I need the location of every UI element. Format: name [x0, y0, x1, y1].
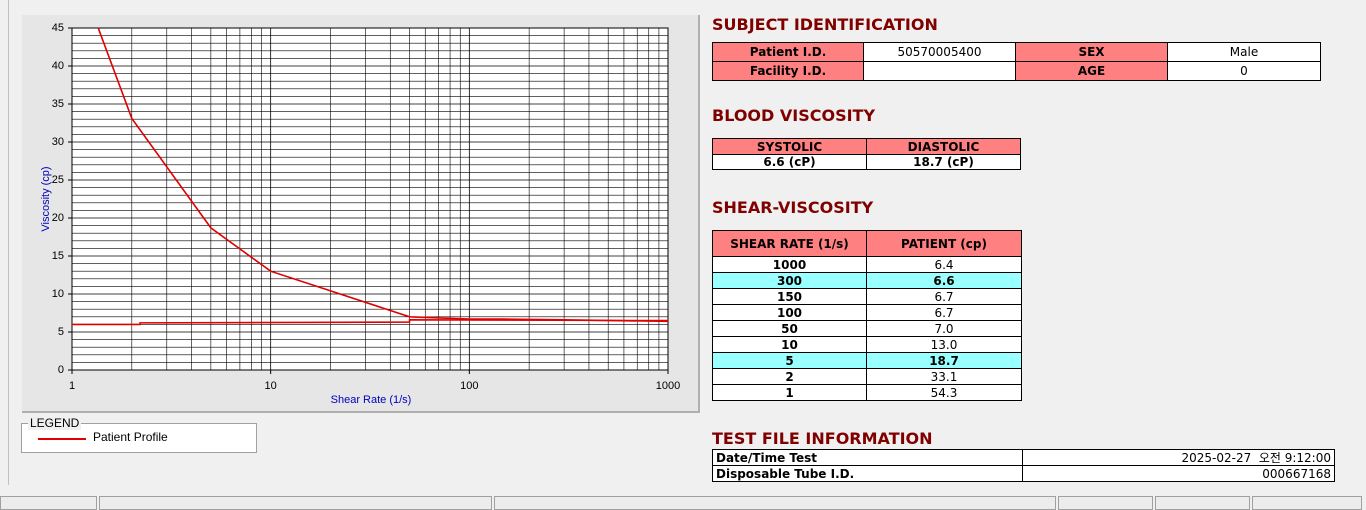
x-axis-label: Shear Rate (1/s) [331, 394, 412, 406]
sv-patient: 7.0 [866, 320, 1022, 337]
tf-label: Disposable Tube I.D. [712, 465, 1023, 482]
section-title: BLOOD VISCOSITY [712, 106, 876, 125]
sv-rate: 5 [712, 352, 867, 369]
sv-rate: 1 [712, 384, 867, 401]
sv-patient: 6.6 [866, 272, 1022, 289]
bv-header: DIASTOLIC [866, 138, 1021, 155]
y-tick-label: 30 [52, 136, 64, 148]
x-tick-label: 100 [460, 380, 478, 392]
sv-rate: 10 [712, 336, 867, 353]
plot-area [72, 28, 668, 370]
sv-patient: 6.4 [866, 256, 1022, 273]
y-tick-label: 20 [52, 212, 64, 224]
tf-value: 2025-02-27 오전 9:12:00 [1022, 449, 1335, 466]
plot-frame [71, 27, 669, 371]
section-title: SUBJECT IDENTIFICATION [712, 15, 938, 34]
sv-patient: 13.0 [866, 336, 1022, 353]
legend-line [38, 438, 86, 440]
id-label: Patient I.D. [712, 42, 864, 62]
sv-patient: 18.7 [866, 352, 1022, 369]
id-value: 0 [1167, 61, 1321, 81]
y-tick-label: 35 [52, 98, 64, 110]
bv-value: 6.6 (cP) [712, 154, 867, 170]
sv-rate: 50 [712, 320, 867, 337]
x-tick-label: 10 [265, 380, 277, 392]
section-title: TEST FILE INFORMATION [712, 429, 933, 448]
section-title: SHEAR-VISCOSITY [712, 198, 874, 217]
id-value: 50570005400 [863, 42, 1016, 62]
y-tick-label: 5 [58, 326, 64, 338]
divider [8, 0, 9, 485]
id-value: Male [1167, 42, 1321, 62]
id-label: SEX [1015, 42, 1168, 62]
y-tick-label: 10 [52, 288, 64, 300]
id-label: Facility I.D. [712, 61, 864, 81]
y-tick-label: 0 [58, 364, 64, 376]
tf-label: Date/Time Test [712, 449, 1023, 466]
bv-header: SYSTOLIC [712, 138, 867, 155]
sv-rate: 300 [712, 272, 867, 289]
tf-value: 000667168 [1022, 465, 1335, 482]
legend-title: LEGEND [28, 416, 82, 430]
sv-patient: 54.3 [866, 384, 1022, 401]
x-tick-label: 1000 [656, 380, 680, 392]
sv-rate: 150 [712, 288, 867, 305]
y-tick-label: 40 [52, 60, 64, 72]
id-label: AGE [1015, 61, 1168, 81]
sv-rate: 100 [712, 304, 867, 321]
id-value [863, 61, 1016, 81]
y-tick-label: 25 [52, 174, 64, 186]
x-tick-label: 1 [69, 380, 75, 392]
sv-header: PATIENT (cp) [866, 230, 1022, 257]
sv-patient: 6.7 [866, 304, 1022, 321]
bv-value: 18.7 (cP) [866, 154, 1021, 170]
series-line [72, 319, 668, 326]
sv-rate: 2 [712, 368, 867, 385]
sv-rate: 1000 [712, 256, 867, 273]
y-tick-label: 45 [52, 22, 64, 34]
legend-label: Patient Profile [93, 430, 168, 444]
chart: Shear Rate (1/s) Viscosity (cp) 0 5 10 15 20… [40, 22, 680, 406]
sv-header: SHEAR RATE (1/s) [712, 230, 867, 257]
y-axis-label: Viscosity (cp) [40, 166, 52, 231]
sv-patient: 6.7 [866, 288, 1022, 305]
y-tick-label: 15 [52, 250, 64, 262]
sv-patient: 33.1 [866, 368, 1022, 385]
